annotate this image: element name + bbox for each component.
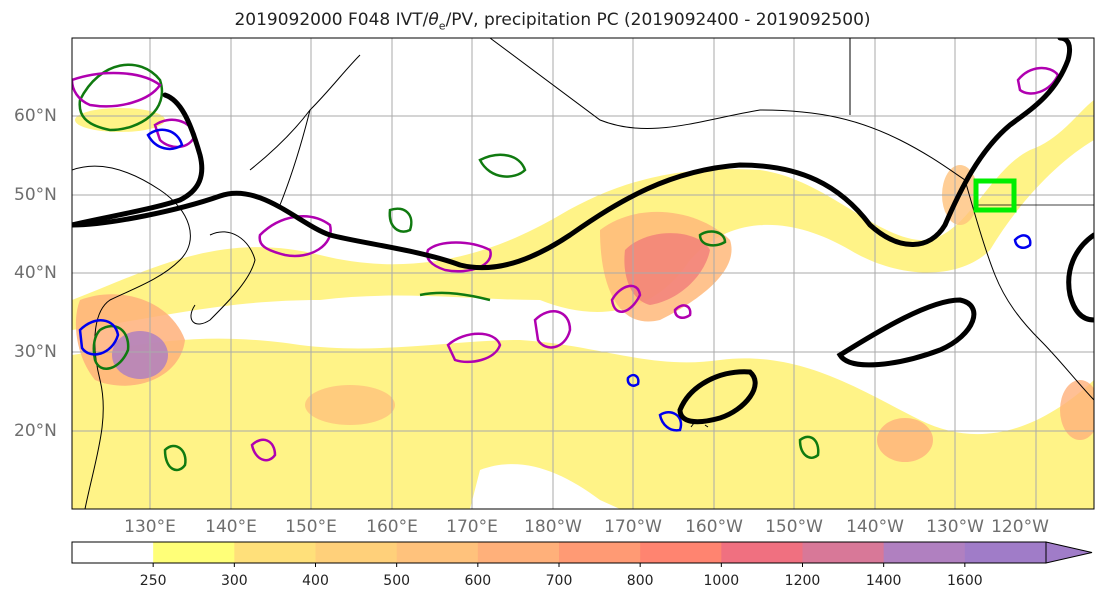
lon-label-140w: 140°W [846,517,904,537]
colorbar-tick-label: 600 [464,573,492,589]
ivt-blob-hawaii [877,418,933,462]
colorbar-segment [964,542,1047,563]
ivt-core-inner [624,233,710,305]
lon-label-130w: 130°W [926,517,984,537]
lon-label-160e: 160°E [366,517,418,537]
theta-e-contour [388,207,413,233]
figure-title: 2019092000 F048 IVT/θe/PV, precipitation… [0,10,1105,32]
lat-label-30n: 30°N [14,342,57,362]
lon-label-160w: 160°W [685,517,743,537]
colorbar-extend-arrow [1045,541,1093,564]
colorbar-segment [234,542,316,563]
lon-label-170w: 170°W [604,517,662,537]
pv-negative-contour [78,319,120,356]
pv-contour [446,332,502,364]
colorbar-tick-label: 1400 [865,573,902,589]
lat-label-60n: 60°N [14,106,57,126]
lon-label-150w: 150°W [765,517,823,537]
colorbar-segment [477,542,560,563]
graticule [72,38,1094,509]
coast-asia [72,165,191,509]
lon-label-170e: 170°E [446,517,498,537]
colorbar-tick-label: 500 [383,573,411,589]
lat-label-50n: 50°N [14,185,57,205]
title-theta-sub: e [438,19,446,33]
coast-kamchatka [249,54,361,206]
pv-contour [72,71,162,108]
colorbar-tick-label: 300 [220,573,248,589]
theta-e-contour [163,444,187,472]
pv-contour [533,310,572,349]
pv-contour [673,304,692,319]
title-prefix: 2019092000 F048 IVT/ [234,10,429,30]
theta-e-contour [78,63,164,132]
colorbar-segment [640,542,722,563]
colorbar-segment [802,542,885,563]
lon-label-130e: 130°E [124,517,176,537]
pv-contour [258,215,332,258]
lon-label-150e: 150°E [285,517,337,537]
coastlines [72,38,1094,509]
colorbar-segment [153,542,235,563]
coast-japan [190,231,256,325]
colorbar-segment [883,542,966,563]
pv-contour [250,438,277,462]
coast-alaska [489,38,966,181]
pv-negative-contour [626,373,640,387]
ivt-shading [72,100,1094,509]
ivt-blob-20n [305,385,395,425]
pv-negative-contours [78,128,1032,432]
lon-label-140e: 140°E [205,517,257,537]
theta-e-contour [419,291,491,302]
lon-label-180w: 180°W [524,517,582,537]
colorbar-tick-label: 1200 [784,573,821,589]
colorbar-tick-label: 250 [139,573,167,589]
ivt-blob-mexico [1060,380,1094,440]
ivt-band-north-pacific [72,100,1094,330]
ivt-axis-south-loop [677,369,758,425]
colorbar-tick-label: 400 [302,573,329,589]
ivt-blank-south [470,464,620,509]
theta-e-contour [92,324,130,370]
colorbar-tick-label: 700 [545,573,573,589]
map-frame-content [72,38,1094,509]
pv-negative-contour [146,128,184,151]
pv-contour [610,284,642,313]
theta-e-contour [478,153,527,178]
map-border [71,37,1095,510]
colorbar-tick-label: 1000 [703,573,740,589]
title-suffix: /PV, precipitation PC (2019092400 - 2019… [445,10,871,30]
ivt-axis-west [72,92,205,228]
theta-e-contours [78,63,820,472]
colorbar-tick-label: 800 [626,573,654,589]
colorbar-tick-label: 1600 [947,573,983,589]
colorbar [71,541,1093,567]
colorbar-segment [559,542,641,563]
ivt-axis-main [72,38,1073,271]
ivt-axis-southeast [1066,232,1094,323]
lon-label-120w: 120°W [991,517,1049,537]
ivt-typhoon-core [112,331,168,379]
ivt-axis-east-loop [836,297,977,368]
theta-e-contour [798,435,820,459]
ivt-band-subtropics [72,338,1094,509]
pv-negative-contour [658,411,683,432]
lat-label-40n: 40°N [14,263,57,283]
lat-label-20n: 20°N [14,421,57,441]
colorbar-segment [396,542,479,563]
pv-negative-contour [1013,234,1032,249]
ivt-axis-lines [72,38,1094,425]
theta-e-contour [698,230,727,247]
colorbar-segment [72,542,154,563]
coast-namerica [964,179,1094,401]
title-theta: θ [428,10,439,30]
pv-contour [1016,66,1060,95]
colorbar-segment [721,542,803,563]
target-box [973,178,1017,213]
colorbar-segment [315,542,398,563]
